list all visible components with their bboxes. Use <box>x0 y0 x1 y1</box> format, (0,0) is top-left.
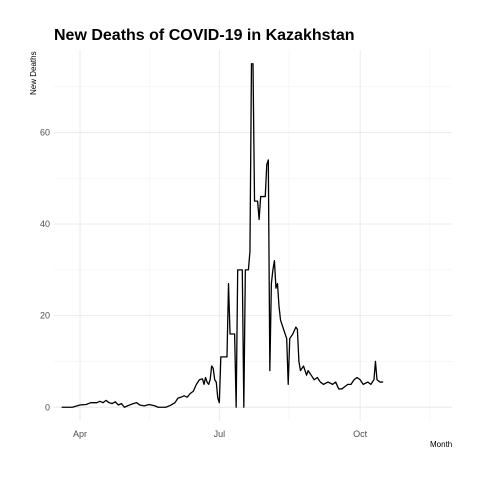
major-gridlines <box>54 50 452 421</box>
y-tick-label: 40 <box>40 219 50 229</box>
series-line-new-deaths <box>61 63 384 408</box>
y-tick-labels: 0 20 40 60 <box>40 127 50 412</box>
chart-title: New Deaths of COVID-19 in Kazakhstan <box>54 27 355 44</box>
y-tick-label: 0 <box>45 402 50 412</box>
x-tick-labels: Apr Jul Oct <box>73 429 368 439</box>
y-tick-label: 20 <box>40 311 50 321</box>
x-tick-label: Jul <box>214 429 226 439</box>
x-axis-label: Month <box>430 440 453 449</box>
x-tick-label: Oct <box>353 429 368 439</box>
x-tick-label: Apr <box>73 429 87 439</box>
y-tick-label: 60 <box>40 127 50 137</box>
